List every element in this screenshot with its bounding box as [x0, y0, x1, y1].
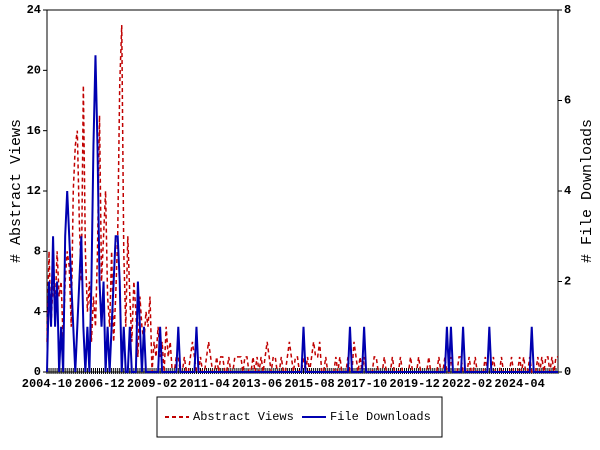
y2-tick-label: 4 [564, 184, 571, 198]
x-tick-label: 2004-10 [22, 377, 72, 391]
y2-tick-label: 8 [564, 3, 571, 17]
y-tick-label: 8 [34, 245, 41, 259]
y2-tick-label: 0 [564, 365, 571, 379]
x-tick-label: 2013-06 [232, 377, 282, 391]
y2-tick-label: 6 [564, 94, 571, 108]
plot-area [46, 9, 559, 373]
y2-axis-label: # File Downloads [579, 119, 596, 263]
y-tick-label: 4 [34, 305, 41, 319]
legend-box [156, 396, 443, 438]
x-tick-label: 2019-12 [389, 377, 439, 391]
x-tick-label: 2017-10 [337, 377, 387, 391]
series-line [46, 25, 558, 373]
y-tick-label: 0 [34, 365, 41, 379]
legend-label: File Downloads [330, 410, 431, 424]
y-tick-label: 16 [27, 124, 41, 138]
y-tick-label: 12 [27, 184, 41, 198]
x-tick-label: 2011-04 [179, 377, 229, 391]
y-axis-label: # Abstract Views [8, 119, 25, 263]
x-tick-label: 2022-02 [442, 377, 492, 391]
x-tick-label: 2024-04 [494, 377, 544, 391]
x-tick-label: 2009-02 [127, 377, 177, 391]
series-line [46, 55, 558, 373]
x-tick-label: 2006-12 [74, 377, 124, 391]
y-tick-label: 24 [27, 3, 41, 17]
legend-label: Abstract Views [193, 410, 294, 424]
y2-tick-label: 2 [564, 275, 571, 289]
x-tick-label: 2015-08 [284, 377, 334, 391]
y-tick-label: 20 [27, 64, 41, 78]
